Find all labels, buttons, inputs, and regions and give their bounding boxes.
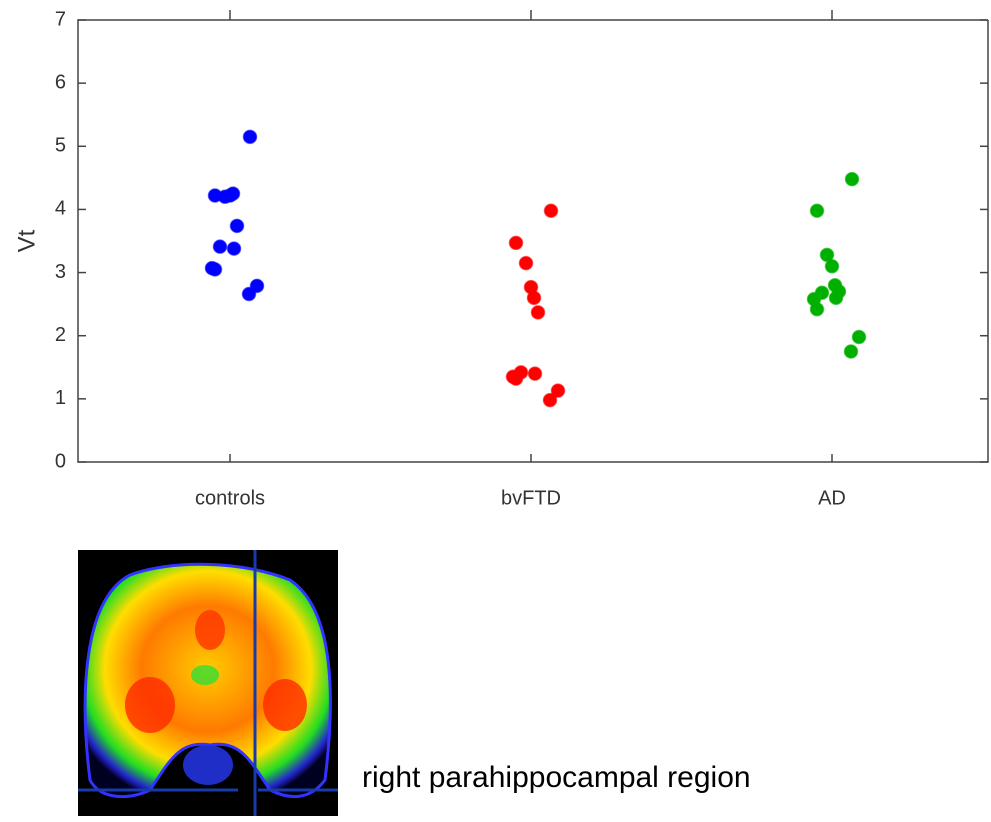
brain-image: [78, 550, 338, 816]
data-point: [544, 394, 557, 407]
chart: Vt right parahippocampal region 0 1 2 3 4 5 6 7…: [0, 0, 991, 817]
y-tick-label: 2: [55, 324, 66, 346]
data-point: [826, 260, 839, 273]
data-point: [811, 204, 824, 217]
data-point: [510, 372, 523, 385]
data-point: [244, 130, 257, 143]
data-point: [214, 240, 227, 253]
data-point: [510, 236, 523, 249]
data-point: [853, 330, 866, 343]
data-point: [811, 303, 824, 316]
data-point: [528, 291, 541, 304]
x-tick-label: AD: [818, 487, 846, 509]
data-point: [231, 219, 244, 232]
y-tick-label: 3: [55, 261, 66, 283]
y-axis-label: Vt: [13, 229, 40, 252]
data-point: [845, 345, 858, 358]
data-point: [830, 291, 843, 304]
data-point: [228, 242, 241, 255]
y-tick-label: 7: [55, 8, 66, 30]
y-tick-label: 5: [55, 135, 66, 157]
y-tick-label: 1: [55, 387, 66, 409]
data-point: [846, 173, 859, 186]
axes-frame: [78, 20, 988, 462]
x-tick-label: bvFTD: [501, 487, 561, 509]
data-point: [529, 367, 542, 380]
y-tick-label: 0: [55, 450, 66, 472]
caption: right parahippocampal region: [362, 761, 751, 794]
data-point: [545, 204, 558, 217]
y-tick-label: 4: [55, 198, 66, 220]
y-tick-label: 6: [55, 71, 66, 93]
data-point: [532, 306, 545, 319]
data-point: [209, 263, 222, 276]
data-point: [243, 288, 256, 301]
data-point: [520, 257, 533, 270]
x-tick-label: controls: [195, 487, 265, 509]
data-point: [227, 187, 240, 200]
